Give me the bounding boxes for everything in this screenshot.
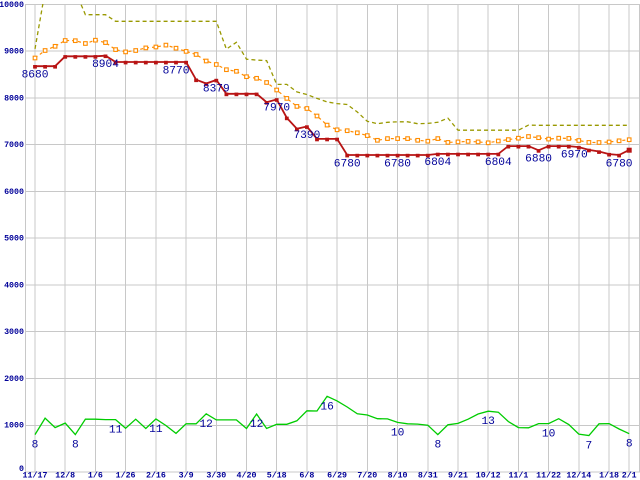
svg-text:6880: 6880 xyxy=(525,154,552,166)
svg-text:11: 11 xyxy=(149,424,163,436)
svg-text:8: 8 xyxy=(434,440,441,452)
svg-text:3/9: 3/9 xyxy=(179,471,194,480)
svg-text:8: 8 xyxy=(72,440,79,452)
svg-text:12: 12 xyxy=(250,419,263,431)
svg-text:3000: 3000 xyxy=(4,328,24,337)
svg-text:6/29: 6/29 xyxy=(327,471,347,480)
svg-text:11/22: 11/22 xyxy=(536,471,561,480)
svg-text:0: 0 xyxy=(19,465,24,474)
svg-text:8770: 8770 xyxy=(163,65,190,77)
svg-text:4000: 4000 xyxy=(4,282,24,291)
svg-text:6000: 6000 xyxy=(4,188,24,197)
svg-text:8904: 8904 xyxy=(92,59,119,71)
svg-text:2000: 2000 xyxy=(4,375,24,384)
svg-text:16: 16 xyxy=(320,401,333,413)
svg-text:1/26: 1/26 xyxy=(116,471,136,480)
svg-text:1/6: 1/6 xyxy=(88,471,103,480)
svg-text:8/31: 8/31 xyxy=(418,471,438,480)
svg-text:8379: 8379 xyxy=(203,83,230,95)
svg-text:1/18: 1/18 xyxy=(599,471,619,480)
svg-text:6804: 6804 xyxy=(485,157,512,169)
svg-text:6780: 6780 xyxy=(606,158,633,170)
svg-text:7390: 7390 xyxy=(293,130,320,142)
svg-text:12/14: 12/14 xyxy=(566,471,591,480)
svg-text:5/18: 5/18 xyxy=(267,471,287,480)
svg-text:6970: 6970 xyxy=(561,149,588,161)
svg-text:8/10: 8/10 xyxy=(388,471,408,480)
svg-text:6/8: 6/8 xyxy=(299,471,314,480)
svg-text:6780: 6780 xyxy=(334,158,361,170)
svg-text:11/17: 11/17 xyxy=(23,471,48,480)
svg-text:7970: 7970 xyxy=(263,103,290,115)
svg-text:7: 7 xyxy=(586,441,593,453)
svg-text:2/16: 2/16 xyxy=(146,471,166,480)
svg-text:12/8: 12/8 xyxy=(55,471,75,480)
svg-text:2/1: 2/1 xyxy=(622,471,637,480)
svg-text:11: 11 xyxy=(109,425,123,437)
svg-text:3/30: 3/30 xyxy=(206,471,226,480)
svg-text:7/20: 7/20 xyxy=(357,471,377,480)
svg-text:10000: 10000 xyxy=(0,1,24,10)
svg-text:9/21: 9/21 xyxy=(448,471,468,480)
svg-text:10: 10 xyxy=(542,429,556,441)
svg-text:6804: 6804 xyxy=(424,157,451,169)
svg-text:7000: 7000 xyxy=(4,141,24,150)
svg-text:11/1: 11/1 xyxy=(508,471,528,480)
svg-text:4/20: 4/20 xyxy=(237,471,257,480)
svg-text:10/12: 10/12 xyxy=(476,471,501,480)
svg-text:1000: 1000 xyxy=(4,422,24,431)
svg-text:6780: 6780 xyxy=(384,158,411,170)
svg-text:5000: 5000 xyxy=(4,235,24,244)
svg-text:9000: 9000 xyxy=(4,48,24,57)
svg-text:8680: 8680 xyxy=(22,70,49,82)
svg-text:10: 10 xyxy=(391,427,405,439)
svg-text:13: 13 xyxy=(481,416,494,428)
svg-text:8: 8 xyxy=(626,439,633,451)
svg-text:12: 12 xyxy=(199,419,212,431)
svg-text:8: 8 xyxy=(32,440,39,452)
svg-text:8000: 8000 xyxy=(4,95,24,104)
